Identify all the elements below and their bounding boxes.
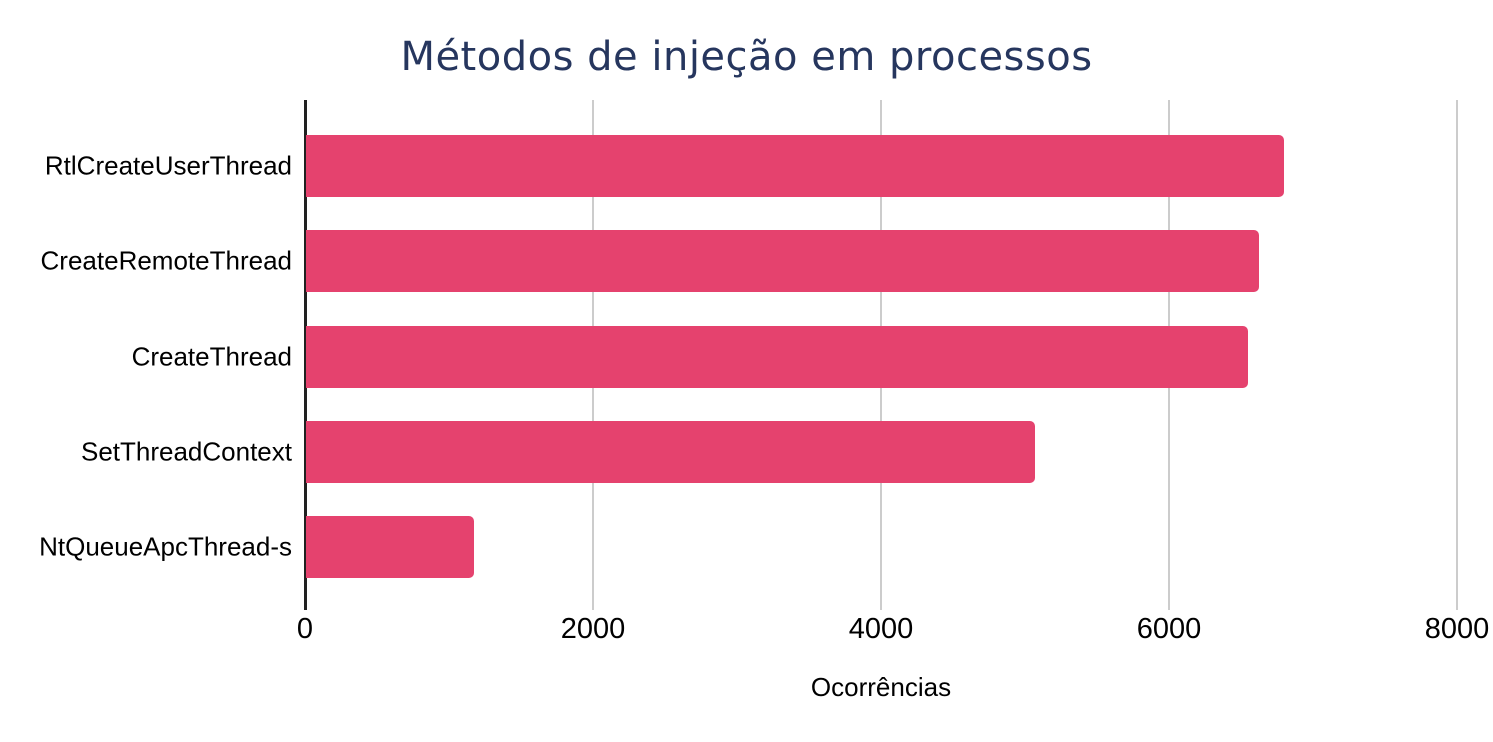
gridline-8000 <box>1456 100 1458 610</box>
x-tick-label-4000: 4000 <box>848 613 914 645</box>
x-tick-label-0: 0 <box>296 613 314 645</box>
x-tick-label-6000: 6000 <box>1136 613 1202 645</box>
bar-RtlCreateUserThread <box>306 135 1284 197</box>
bar-NtQueueApcThread-s <box>306 516 474 578</box>
category-label-SetThreadContext: SetThreadContext <box>80 436 292 467</box>
y-axis-line <box>304 100 307 610</box>
x-axis-label: Ocorrências <box>810 672 952 702</box>
category-label-CreateRemoteThread: CreateRemoteThread <box>40 245 292 276</box>
bar-CreateThread <box>306 325 1248 388</box>
chart-title: Métodos de injeção em processos <box>400 34 1093 80</box>
x-tick-label-8000: 8000 <box>1424 613 1490 645</box>
bar-SetThreadContext <box>306 420 1035 483</box>
category-label-RtlCreateUserThread: RtlCreateUserThread <box>44 150 292 181</box>
bar-CreateRemoteThread <box>306 230 1259 293</box>
category-label-CreateThread: CreateThread <box>131 341 292 371</box>
x-tick-label-2000: 2000 <box>560 613 626 645</box>
category-label-NtQueueApcThread-s: NtQueueApcThread-s <box>39 531 292 562</box>
